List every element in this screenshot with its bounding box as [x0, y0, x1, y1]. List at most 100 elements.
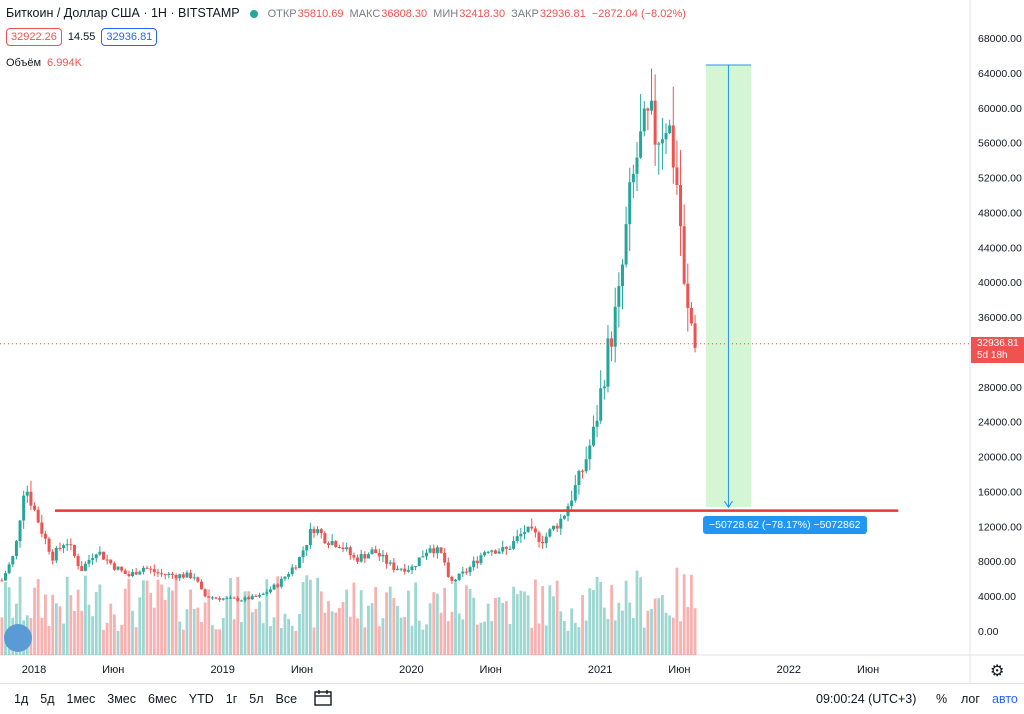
volume-bar	[167, 587, 171, 655]
volume-bar	[599, 582, 603, 655]
candle-body	[548, 529, 552, 537]
candle-body	[508, 548, 512, 550]
candle-body	[395, 568, 399, 570]
volume-bar	[254, 609, 258, 655]
candle-body	[337, 546, 341, 548]
candle-body	[650, 100, 654, 111]
volume-bar	[504, 601, 508, 655]
range-button-1[interactable]: 5д	[40, 692, 55, 706]
candle-body	[642, 108, 646, 132]
symbol-title[interactable]: Биткоин / Доллар США · 1Н · BITSTAMP	[6, 6, 240, 20]
candle-body	[686, 283, 690, 308]
volume-bar	[298, 613, 301, 655]
volume-bar	[377, 626, 381, 655]
close-value: 32936.81	[539, 8, 586, 20]
volume-bar	[250, 612, 254, 655]
log-scale-toggle[interactable]: лог	[961, 692, 980, 706]
volume-bar	[301, 582, 305, 655]
buy-price-button[interactable]: 32936.81	[101, 28, 158, 46]
volume-bar	[475, 624, 479, 655]
candle-body	[167, 573, 171, 575]
low-value: 32418.30	[459, 8, 506, 20]
volume-bar	[218, 629, 222, 655]
candle-body	[192, 577, 196, 579]
candle-body	[102, 551, 106, 560]
candle-body	[83, 563, 87, 571]
candle-body	[363, 554, 367, 559]
volume-bar	[432, 592, 436, 655]
volume-bar	[399, 617, 403, 655]
auto-scale-toggle[interactable]: авто	[992, 692, 1018, 706]
sell-price-button[interactable]: 32922.26	[6, 28, 62, 46]
settings-gear-icon[interactable]: ⚙	[990, 663, 1005, 680]
volume-bar	[595, 576, 599, 655]
volume-bar	[87, 604, 91, 655]
y-tick-label: 48000.00	[978, 207, 1022, 219]
candle-body	[323, 533, 327, 544]
range-button-4[interactable]: 6мес	[148, 692, 177, 706]
candle-body	[131, 572, 135, 577]
volume-bar	[160, 584, 163, 655]
tradingview-logo-icon[interactable]	[4, 624, 32, 652]
candle-body	[105, 559, 109, 561]
y-tick-label: 20000.00	[978, 452, 1022, 464]
volume-bar	[152, 607, 156, 655]
range-button-2[interactable]: 1мес	[66, 692, 96, 706]
high-value: 36808.30	[381, 8, 428, 20]
candle-body	[279, 578, 283, 587]
volume-bar	[388, 586, 392, 655]
candle-body	[624, 224, 628, 265]
volume-bar	[327, 601, 330, 655]
candle-body	[312, 528, 316, 534]
candle-body	[149, 568, 153, 570]
range-button-8[interactable]: Все	[275, 692, 298, 706]
candle-body	[544, 536, 548, 544]
candle-body	[287, 574, 291, 577]
volume-bar	[479, 622, 483, 655]
candle-body	[512, 540, 516, 549]
range-button-6[interactable]: 1г	[225, 692, 238, 706]
last-price-label: 32936.81 5d 18h	[971, 337, 1024, 363]
candle-body	[421, 556, 425, 558]
volume-bar	[0, 617, 4, 655]
range-button-7[interactable]: 5л	[249, 692, 264, 706]
volume-bar	[33, 587, 36, 655]
candle-body	[156, 572, 160, 574]
range-button-3[interactable]: 3мес	[107, 692, 136, 706]
calendar-icon[interactable]	[314, 690, 332, 706]
candle-body	[185, 572, 189, 578]
candle-body	[91, 558, 95, 560]
candle-body	[435, 547, 439, 554]
candle-body	[381, 554, 385, 557]
candle-body	[109, 559, 113, 564]
candle-body	[334, 541, 338, 547]
candle-body	[160, 573, 164, 575]
candle-body	[599, 388, 603, 421]
y-tick-label: 36000.00	[978, 312, 1022, 324]
candle-body	[359, 554, 363, 562]
clock-timezone[interactable]: 09:00:24 (UTC+3)	[816, 692, 917, 706]
candle-body	[261, 593, 265, 595]
candle-body	[689, 307, 693, 324]
candle-body	[515, 536, 519, 541]
volume-legend: Объём 6.994K	[6, 57, 82, 69]
volume-bar	[308, 579, 312, 655]
candle-body	[530, 526, 534, 529]
candle-body	[374, 549, 378, 554]
volume-bar	[606, 618, 610, 655]
candle-body	[120, 566, 124, 571]
volume-bar	[544, 625, 548, 655]
candle-body	[483, 552, 487, 556]
price-chart[interactable]: 0.00 4000.00 8000.00 12000.00 16000.00 20000.…	[0, 0, 1024, 683]
range-button-5[interactable]: YTD	[188, 692, 214, 706]
volume-bar	[51, 594, 55, 655]
candle-body	[399, 568, 403, 570]
candle-body	[428, 548, 432, 553]
volume-bar	[181, 629, 185, 655]
volume-bar	[563, 620, 566, 655]
percent-scale-toggle[interactable]: %	[936, 692, 948, 706]
volume-bar	[693, 608, 697, 655]
range-button-0[interactable]: 1д	[14, 692, 29, 706]
volume-bar	[450, 611, 454, 655]
candle-body	[145, 567, 149, 569]
